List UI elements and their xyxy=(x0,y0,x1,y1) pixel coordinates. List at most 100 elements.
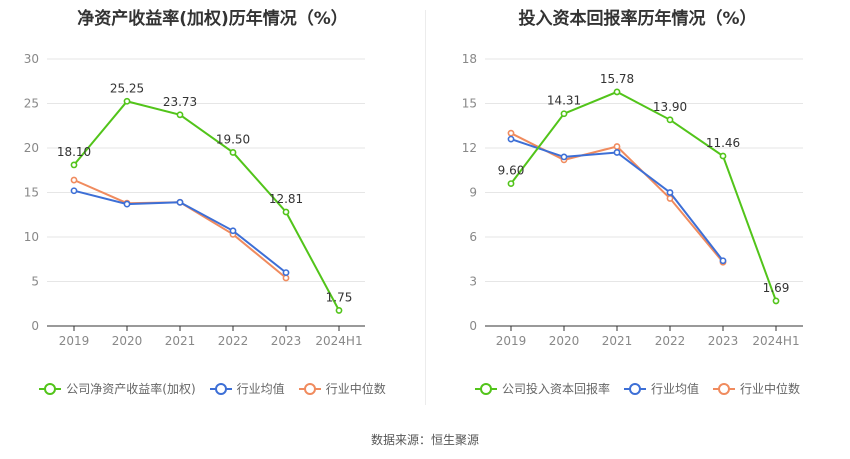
chart-title: 投入资本回报率历年情况（%） xyxy=(518,9,757,29)
legend-swatch-icon xyxy=(209,382,232,396)
legend-swatch-icon xyxy=(39,382,62,396)
data-point xyxy=(613,149,621,156)
data-point xyxy=(507,180,515,187)
data-point xyxy=(229,227,237,235)
series-line xyxy=(73,100,340,311)
data-point xyxy=(507,135,515,143)
data-point xyxy=(666,189,674,196)
data-label: 1.75 xyxy=(326,290,353,304)
x-tick-label: 2024H1 xyxy=(752,334,799,348)
data-point xyxy=(229,149,237,156)
x-tick-label: 2019 xyxy=(59,334,90,348)
x-tick-label: 2021 xyxy=(165,334,196,348)
data-point xyxy=(719,152,727,160)
data-point xyxy=(613,88,621,96)
data-label: 18.10 xyxy=(57,145,91,159)
legend-dot xyxy=(44,382,57,395)
data-label: 15.78 xyxy=(600,72,634,86)
legend-swatch-icon xyxy=(623,382,646,396)
x-tick-label: 2022 xyxy=(218,334,249,348)
legend-label: 公司投入资本回报率 xyxy=(501,382,610,396)
data-point xyxy=(123,97,131,105)
legend-item[interactable]: 行业均值 xyxy=(623,380,699,397)
y-tick-label: 0 xyxy=(469,319,477,333)
legend-item[interactable]: 公司投入资本回报率 xyxy=(474,380,610,397)
chart-title: 净资产收益率(加权)历年情况（%） xyxy=(77,9,348,29)
y-tick-label: 15 xyxy=(24,186,39,200)
legend-swatch-icon xyxy=(713,382,735,396)
legend-label: 行业均值 xyxy=(650,382,699,396)
data-label: 25.25 xyxy=(110,81,144,95)
legend-dot xyxy=(214,382,227,395)
legend-label: 行业均值 xyxy=(236,382,285,396)
legend-dot xyxy=(718,382,730,395)
data-point xyxy=(666,195,674,202)
data-point xyxy=(176,198,184,206)
series-line xyxy=(510,90,777,302)
y-tick-label: 9 xyxy=(469,186,477,200)
y-tick-label: 15 xyxy=(462,97,477,111)
legend-label: 公司净资产收益率(加权) xyxy=(66,382,196,396)
y-tick-label: 20 xyxy=(24,141,39,155)
data-point xyxy=(666,116,674,124)
y-tick-label: 6 xyxy=(469,230,477,244)
x-tick-label: 2019 xyxy=(496,334,527,348)
data-point xyxy=(282,269,290,276)
x-tick-label: 2023 xyxy=(708,334,739,348)
legend-swatch-icon xyxy=(298,382,321,396)
legend-item[interactable]: 行业中位数 xyxy=(298,380,386,397)
data-label: 12.81 xyxy=(269,192,303,206)
y-tick-label: 12 xyxy=(462,141,477,155)
chart-legend: 公司净资产收益率(加权) 行业均值 行业中位数 xyxy=(0,380,425,397)
roe-chart-panel: 净资产收益率(加权)历年情况（%） 0 5 10 15 20 25 30 2019 2020 20… xyxy=(0,0,425,420)
data-point xyxy=(176,111,184,119)
chart-legend: 公司投入资本回报率 行业均值 行业中位数 xyxy=(425,380,850,397)
data-label: 1.69 xyxy=(763,281,790,295)
legend-item[interactable]: 行业中位数 xyxy=(713,380,800,397)
x-tick-label: 2024H1 xyxy=(315,334,362,348)
y-tick-label: 3 xyxy=(469,275,477,289)
data-point xyxy=(560,153,568,161)
y-tick-label: 10 xyxy=(24,230,39,244)
data-source-note: 数据来源：恒生聚源 xyxy=(370,433,479,447)
legend-item[interactable]: 行业均值 xyxy=(209,380,285,397)
data-point xyxy=(123,200,131,208)
series-line xyxy=(510,138,724,262)
legend-item[interactable]: 公司净资产收益率(加权) xyxy=(39,380,196,397)
data-point xyxy=(335,307,343,314)
roic-line-chart: 0 3 6 9 12 15 18 2019 2020 2021 2022 2023 2024H1 9.60… xyxy=(462,52,803,348)
data-point xyxy=(282,274,290,282)
y-tick-label: 5 xyxy=(31,275,39,289)
data-point xyxy=(282,208,290,216)
x-tick-label: 2020 xyxy=(112,334,143,348)
data-label: 9.60 xyxy=(498,164,525,178)
y-tick-label: 18 xyxy=(462,52,477,66)
legend-dot xyxy=(303,382,316,395)
x-tick-label: 2022 xyxy=(655,334,686,348)
data-point xyxy=(70,176,78,184)
x-tick-label: 2020 xyxy=(549,334,580,348)
data-point xyxy=(507,129,515,137)
data-point xyxy=(613,143,621,150)
data-label: 19.50 xyxy=(216,132,250,146)
roic-chart-panel: 投入资本回报率历年情况（%） 0 3 6 9 12 15 18 2019 2020 2021 202… xyxy=(425,0,850,420)
legend-dot xyxy=(479,382,492,395)
data-label: 14.31 xyxy=(547,94,581,108)
series-line xyxy=(73,179,287,279)
legend-dot xyxy=(628,382,641,395)
legend-swatch-icon xyxy=(474,382,497,396)
data-point xyxy=(70,187,78,195)
data-label: 11.46 xyxy=(706,136,740,150)
y-tick-label: 0 xyxy=(31,319,39,333)
data-point xyxy=(70,161,78,169)
legend-label: 行业中位数 xyxy=(740,382,801,396)
data-point xyxy=(560,110,568,118)
y-tick-label: 30 xyxy=(24,52,39,66)
panel-divider xyxy=(425,10,426,405)
x-tick-label: 2023 xyxy=(271,334,302,348)
data-point xyxy=(719,257,727,265)
data-label: 13.90 xyxy=(653,100,687,114)
x-tick-label: 2021 xyxy=(602,334,633,348)
y-tick-label: 25 xyxy=(24,97,39,111)
data-point xyxy=(772,297,780,305)
